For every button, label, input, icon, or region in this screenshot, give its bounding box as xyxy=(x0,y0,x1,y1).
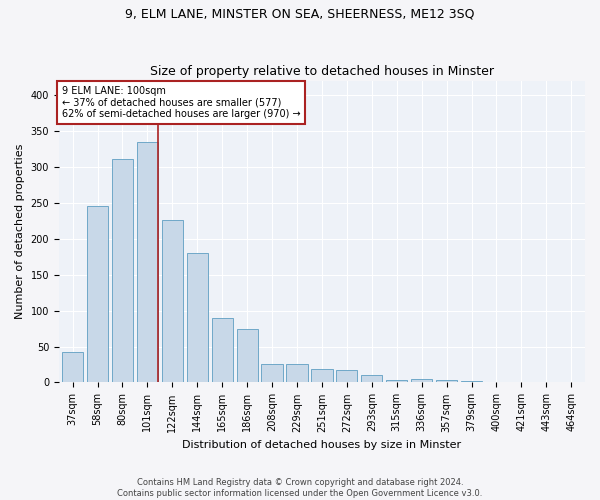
Text: Contains HM Land Registry data © Crown copyright and database right 2024.
Contai: Contains HM Land Registry data © Crown c… xyxy=(118,478,482,498)
Bar xyxy=(112,160,133,382)
Bar xyxy=(436,380,457,382)
Bar xyxy=(386,380,407,382)
Bar xyxy=(411,379,432,382)
Text: 9, ELM LANE, MINSTER ON SEA, SHEERNESS, ME12 3SQ: 9, ELM LANE, MINSTER ON SEA, SHEERNESS, … xyxy=(125,8,475,20)
Bar xyxy=(461,381,482,382)
Title: Size of property relative to detached houses in Minster: Size of property relative to detached ho… xyxy=(150,66,494,78)
Bar xyxy=(286,364,308,382)
Bar xyxy=(212,318,233,382)
X-axis label: Distribution of detached houses by size in Minster: Distribution of detached houses by size … xyxy=(182,440,461,450)
Bar xyxy=(62,352,83,382)
Bar xyxy=(137,142,158,382)
Bar xyxy=(262,364,283,382)
Bar xyxy=(311,369,332,382)
Y-axis label: Number of detached properties: Number of detached properties xyxy=(15,144,25,320)
Bar xyxy=(187,252,208,382)
Bar xyxy=(162,220,183,382)
Text: 9 ELM LANE: 100sqm
← 37% of detached houses are smaller (577)
62% of semi-detach: 9 ELM LANE: 100sqm ← 37% of detached hou… xyxy=(62,86,300,119)
Bar xyxy=(236,330,258,382)
Bar xyxy=(336,370,358,382)
Bar xyxy=(361,376,382,382)
Bar xyxy=(87,206,108,382)
